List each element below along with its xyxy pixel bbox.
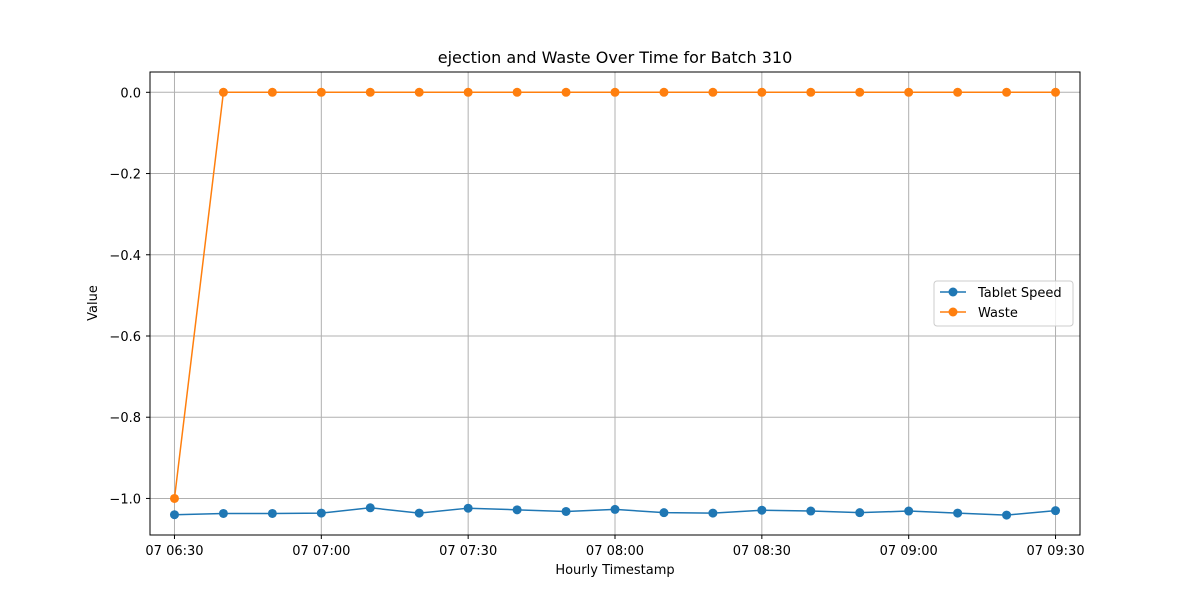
legend-marker-waste [948,307,958,317]
x-tick-label: 07 08:30 [733,544,791,559]
chart-title: ejection and Waste Over Time for Batch 3… [438,48,793,67]
data-point-waste [855,87,865,97]
x-axis-title: Hourly Timestamp [555,563,674,578]
data-point-waste [757,87,767,97]
data-point-tablet-speed [953,508,963,518]
data-point-tablet-speed [316,508,326,518]
data-point-tablet-speed [806,506,816,516]
data-point-waste [708,87,718,97]
y-tick-label: −0.4 [109,249,141,264]
x-tick-label: 07 09:30 [1026,544,1084,559]
data-point-tablet-speed [169,510,179,520]
data-point-waste [904,87,914,97]
data-point-waste [218,87,228,97]
data-point-waste [463,87,473,97]
data-point-tablet-speed [904,506,914,516]
data-point-tablet-speed [365,503,375,513]
data-point-tablet-speed [855,508,865,518]
data-point-tablet-speed [610,504,620,514]
data-point-waste [1051,87,1061,97]
data-point-tablet-speed [708,508,718,518]
data-point-waste [659,87,669,97]
y-tick-label: −0.6 [109,330,141,345]
x-tick-label: 07 07:30 [439,544,497,559]
legend-box [933,280,1074,327]
y-tick-label: −0.2 [109,168,141,183]
x-tick-label: 07 09:00 [880,544,938,559]
data-point-waste [806,87,816,97]
y-tick-label: −0.8 [109,411,141,426]
data-point-tablet-speed [1002,510,1012,520]
data-point-waste [953,87,963,97]
legend-label-waste: Waste [978,306,1018,321]
y-tick-label: −1.0 [109,492,141,507]
data-point-tablet-speed [463,503,473,513]
data-point-waste [512,87,522,97]
y-tick-label: 0.0 [120,86,141,101]
data-point-tablet-speed [512,505,522,515]
data-point-waste [169,493,179,503]
data-point-tablet-speed [659,508,669,518]
data-point-tablet-speed [561,506,571,516]
data-point-tablet-speed [267,508,277,518]
legend: Tablet Speed Waste [933,280,1074,327]
data-point-waste [365,87,375,97]
y-axis-title: Value [86,285,101,321]
data-point-tablet-speed [218,508,228,518]
data-point-waste [267,87,277,97]
x-tick-label: 07 07:00 [292,544,350,559]
x-tick-label: 07 06:30 [145,544,203,559]
data-point-waste [414,87,424,97]
data-point-waste [561,87,571,97]
data-point-tablet-speed [414,508,424,518]
data-point-waste [1002,87,1012,97]
data-point-waste [610,87,620,97]
x-axis-ticks: 07 06:30 07 07:00 07 07:30 07 08:00 07 08:30… [145,535,1085,559]
data-point-tablet-speed [1051,506,1061,516]
y-axis-ticks: 0.0 −0.2 −0.4 −0.6 −0.8 −1.0 [109,86,150,507]
x-tick-label: 07 08:00 [586,544,644,559]
legend-label-tablet-speed: Tablet Speed [977,286,1062,301]
series-layer [169,87,1061,520]
legend-marker-tablet-speed [948,287,958,297]
data-point-tablet-speed [757,505,767,515]
data-point-waste [316,87,326,97]
